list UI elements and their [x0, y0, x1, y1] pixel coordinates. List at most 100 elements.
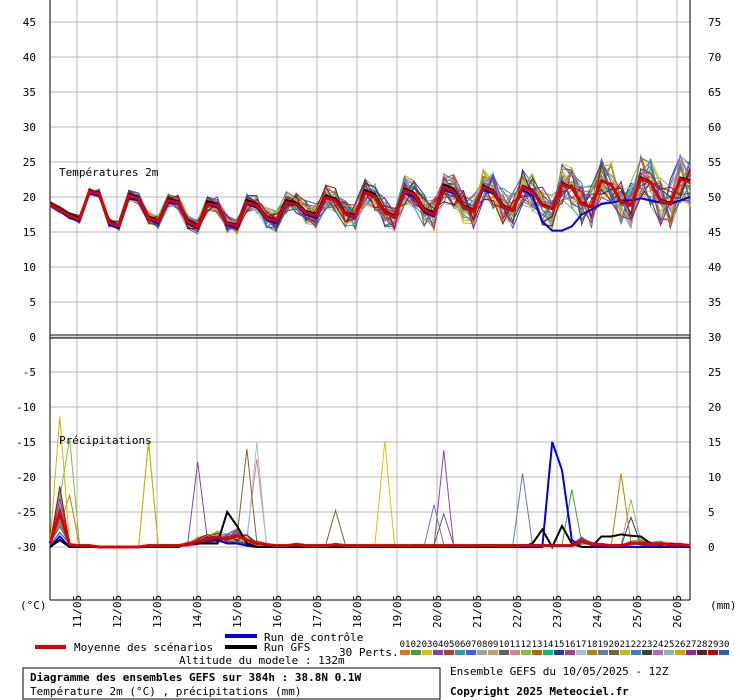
- member-number: 28: [697, 640, 708, 650]
- left-tick-label: -5: [23, 366, 36, 379]
- member-number: 27: [686, 640, 697, 650]
- member-swatch: [587, 650, 597, 655]
- date-label: 21/05: [471, 595, 484, 628]
- member-precip-line: [49, 512, 691, 548]
- member-swatch: [422, 650, 432, 655]
- member-precip-line: [49, 442, 691, 548]
- member-number: 03: [422, 640, 433, 650]
- copyright-label: Copyright 2025 Meteociel.fr: [450, 685, 629, 698]
- member-swatch: [532, 650, 542, 655]
- member-number: 06: [455, 640, 466, 650]
- date-label: 18/05: [351, 595, 364, 628]
- date-label: 20/05: [431, 595, 444, 628]
- member-number: 02: [411, 640, 422, 650]
- member-swatch: [488, 650, 498, 655]
- right-tick-label: 25: [708, 366, 721, 379]
- legend: Moyenne des scénarios Run de contrôle Ru…: [35, 631, 729, 659]
- right-tick-label: 45: [708, 226, 721, 239]
- legend-control-label: Run de contrôle: [264, 631, 363, 644]
- member-precip-line: [49, 499, 691, 548]
- date-label: 14/05: [191, 595, 204, 628]
- date-label: 12/05: [111, 595, 124, 628]
- member-precip-line: [49, 441, 691, 548]
- member-swatch: [708, 650, 718, 655]
- member-number: 22: [631, 640, 642, 650]
- member-precip-line: [49, 504, 691, 548]
- right-tick-label: 40: [708, 261, 721, 274]
- date-label: 13/05: [151, 595, 164, 628]
- member-number: 13: [532, 640, 543, 650]
- right-tick-label: 20: [708, 401, 721, 414]
- member-swatch: [631, 650, 641, 655]
- member-precip-line: [49, 440, 691, 548]
- main-series: [48, 176, 691, 550]
- left-tick-label: 35: [23, 86, 36, 99]
- member-swatch: [455, 650, 465, 655]
- member-number: 17: [576, 640, 587, 650]
- member-number: 09: [488, 640, 499, 650]
- right-unit-label: (mm): [710, 599, 737, 612]
- mean-precip-line: [48, 506, 691, 549]
- member-precip-line: [49, 491, 691, 548]
- member-swatch: [664, 650, 674, 655]
- date-label: 26/05: [671, 595, 684, 628]
- right-tick-label: 50: [708, 191, 721, 204]
- member-precip-line: [49, 498, 691, 548]
- member-number: 08: [477, 640, 488, 650]
- right-tick-label: 10: [708, 471, 721, 484]
- member-number: 29: [708, 640, 719, 650]
- member-precip-line: [49, 502, 691, 548]
- gfs-precip-line: [49, 509, 691, 550]
- member-swatch: [400, 650, 410, 655]
- member-precip-line: [49, 473, 691, 548]
- member-number: 16: [565, 640, 576, 650]
- right-tick-label: 55: [708, 156, 721, 169]
- member-number: 11: [510, 640, 521, 650]
- legend-gfs-label: Run GFS: [264, 641, 310, 654]
- left-tick-label: -15: [16, 436, 36, 449]
- date-label: 19/05: [391, 595, 404, 628]
- chart-subtitle: Température 2m (°C) , précipitations (mm…: [30, 685, 302, 698]
- member-swatch: [620, 650, 630, 655]
- member-swatch: [477, 650, 487, 655]
- date-label: 25/05: [631, 595, 644, 628]
- member-number: 20: [609, 640, 620, 650]
- left-tick-label: 20: [23, 191, 36, 204]
- member-number: 15: [554, 640, 565, 650]
- member-precip-line: [49, 505, 691, 548]
- member-swatch: [719, 650, 729, 655]
- member-precip-line: [49, 507, 691, 548]
- member-swatch: [499, 650, 509, 655]
- member-number: 12: [521, 640, 532, 650]
- right-tick-label: 70: [708, 51, 721, 64]
- member-number: 30: [719, 640, 730, 650]
- left-tick-label: 10: [23, 261, 36, 274]
- member-number: 05: [444, 640, 455, 650]
- member-precip-line: [49, 461, 691, 548]
- right-tick-label: 5: [708, 506, 715, 519]
- member-number: 07: [466, 640, 477, 650]
- precip-panel-label: Précipitations: [59, 434, 152, 447]
- right-tick-label: 15: [708, 436, 721, 449]
- title-box: [22, 667, 441, 700]
- member-swatch: [433, 650, 443, 655]
- member-swatch: [510, 650, 520, 655]
- control-precip-line: [49, 441, 690, 548]
- member-precip-line: [49, 510, 691, 548]
- member-swatch: [675, 650, 685, 655]
- member-swatch: [653, 650, 663, 655]
- left-tick-label: -10: [16, 401, 36, 414]
- member-number: 19: [598, 640, 609, 650]
- date-label: 11/05: [71, 595, 84, 628]
- left-tick-label: 5: [29, 296, 36, 309]
- axes: 454035302520151050-5-10-15-20-25-3075706…: [16, 0, 721, 628]
- member-swatch: [697, 650, 707, 655]
- right-tick-label: 65: [708, 86, 721, 99]
- left-tick-label: -20: [16, 471, 36, 484]
- member-number: 10: [499, 640, 510, 650]
- right-tick-label: 30: [708, 331, 721, 344]
- member-number: 23: [642, 640, 653, 650]
- right-tick-label: 35: [708, 296, 721, 309]
- ensemble-run-label: Ensemble GEFS du 10/05/2025 - 12Z: [450, 665, 669, 678]
- legend-mean-label: Moyenne des scénarios: [74, 641, 213, 654]
